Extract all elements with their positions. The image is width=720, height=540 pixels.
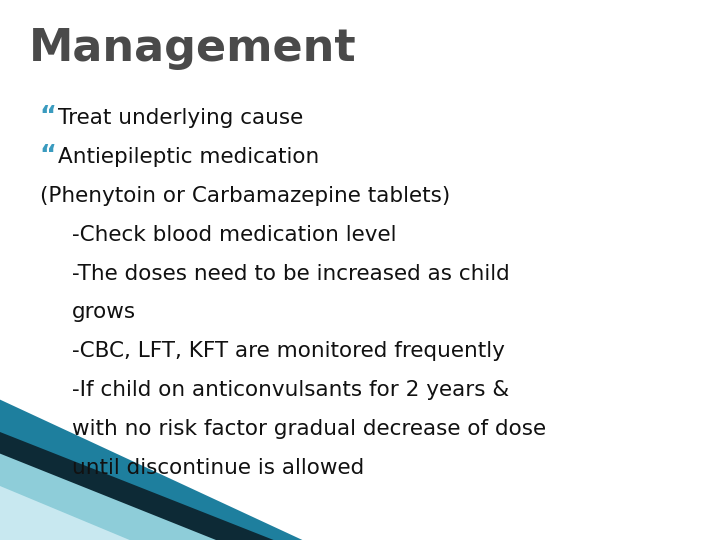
- Text: Treat underlying cause: Treat underlying cause: [58, 108, 303, 128]
- Polygon shape: [0, 400, 302, 540]
- Text: until discontinue is allowed: until discontinue is allowed: [72, 458, 364, 478]
- Text: -The doses need to be increased as child: -The doses need to be increased as child: [72, 264, 510, 284]
- Polygon shape: [0, 486, 130, 540]
- Text: grows: grows: [72, 302, 136, 322]
- Text: -If child on anticonvulsants for 2 years &: -If child on anticonvulsants for 2 years…: [72, 380, 509, 400]
- Text: with no risk factor gradual decrease of dose: with no risk factor gradual decrease of …: [72, 419, 546, 439]
- Text: “: “: [40, 105, 56, 131]
- Text: -CBC, LFT, KFT are monitored frequently: -CBC, LFT, KFT are monitored frequently: [72, 341, 505, 361]
- Text: -Check blood medication level: -Check blood medication level: [72, 225, 397, 245]
- Text: Management: Management: [29, 27, 356, 70]
- Text: (Phenytoin or Carbamazepine tablets): (Phenytoin or Carbamazepine tablets): [40, 186, 450, 206]
- Polygon shape: [0, 454, 216, 540]
- Text: Antiepileptic medication: Antiepileptic medication: [58, 147, 319, 167]
- Text: “: “: [40, 144, 56, 170]
- Polygon shape: [0, 432, 274, 540]
